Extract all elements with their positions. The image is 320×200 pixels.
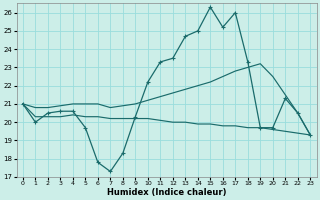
X-axis label: Humidex (Indice chaleur): Humidex (Indice chaleur) <box>107 188 226 197</box>
